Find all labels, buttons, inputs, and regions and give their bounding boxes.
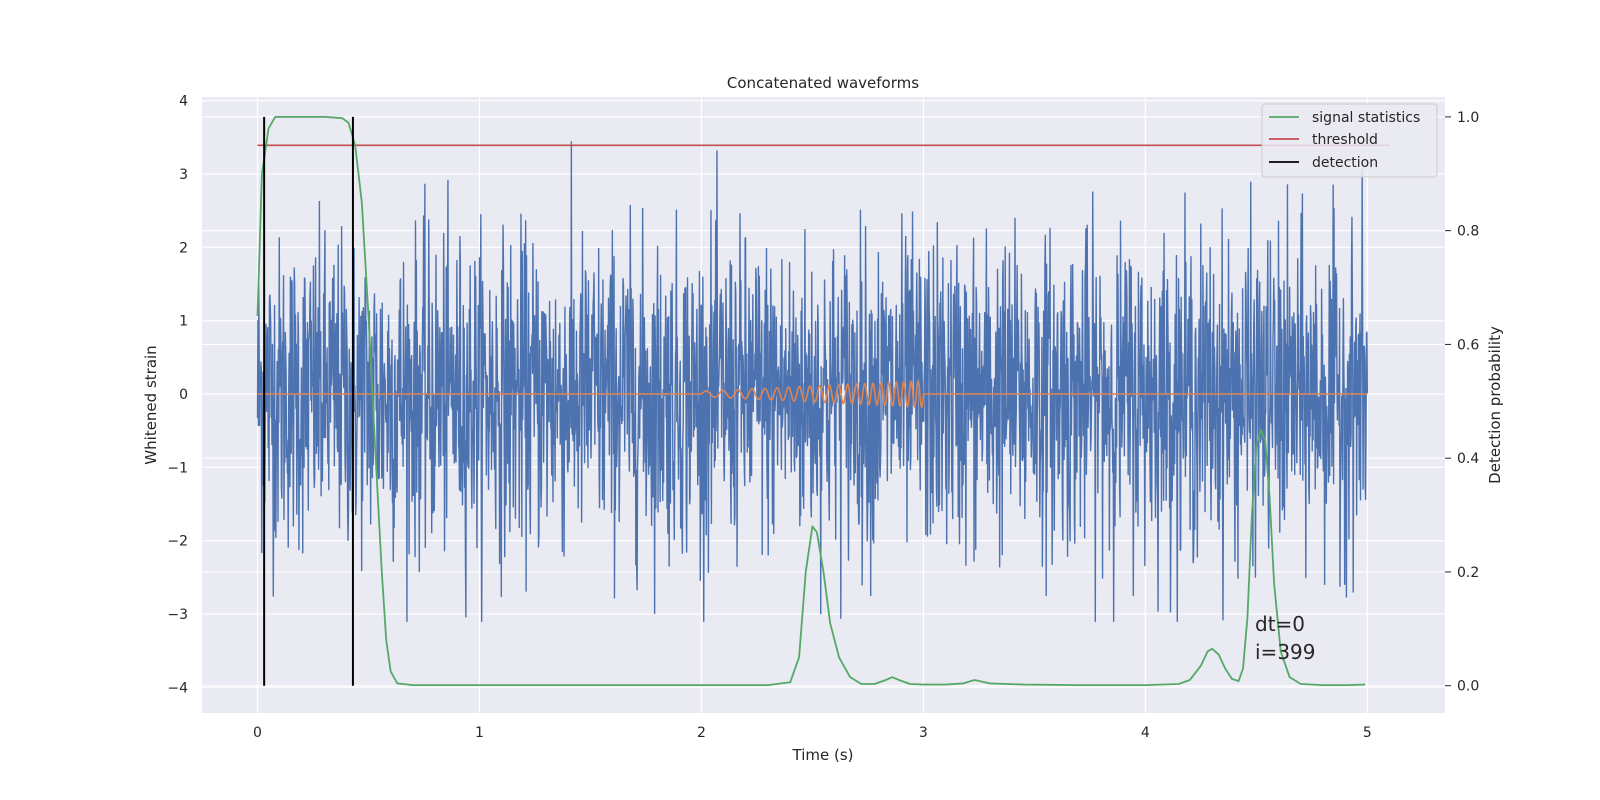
x-axis-label: Time (s) [792, 746, 854, 764]
chart-title: Concatenated waveforms [727, 74, 919, 92]
signal-statistics-series [256, 116, 1366, 687]
injected-waveform-series [257, 379, 1368, 408]
y-axis-right-label: Detection probability [1486, 326, 1504, 484]
y-tick-label: −3 [167, 607, 188, 623]
x-tick-label: 4 [1141, 725, 1150, 741]
plot-area [256, 116, 1390, 687]
noise-series [256, 141, 1369, 623]
x-tick-label: 0 [253, 725, 262, 741]
legend-box [1261, 103, 1438, 178]
x-tick-label: 2 [697, 725, 706, 741]
y-tick-label: −4 [167, 680, 188, 696]
legend-label-detection: detection [1312, 155, 1378, 171]
y-right-tick-label: 0.4 [1457, 451, 1479, 467]
legend-label-threshold: threshold [1312, 132, 1378, 148]
annotation-dt: dt=0 [1255, 612, 1305, 636]
y-right-tick-label: 1.0 [1457, 110, 1479, 126]
axes: 0 1 2 3 4 5 −4 −3 −2 −1 0 1 2 3 4 0.0 0.2 0.4 0.6 0.8 1.0 [167, 94, 1479, 741]
y-right-tick-label: 0.6 [1457, 337, 1479, 353]
y-tick-label: 1 [179, 314, 188, 330]
y-tick-label: 2 [179, 240, 188, 256]
annotation: dt=0 i=399 [1255, 612, 1316, 664]
x-tick-label: 3 [919, 725, 928, 741]
x-tick-label: 5 [1363, 725, 1372, 741]
legend-label-signal-statistics: signal statistics [1312, 110, 1420, 126]
y-right-tick-label: 0.8 [1457, 224, 1479, 240]
y-right-tick-label: 0.0 [1457, 679, 1479, 695]
annotation-i: i=399 [1255, 640, 1316, 664]
y-tick-label: −1 [167, 460, 188, 476]
y-tick-label: −2 [167, 534, 188, 550]
legend: signal statistics threshold detection [1261, 103, 1438, 178]
y-tick-label: 0 [179, 387, 188, 403]
y-axis-label: Whitened strain [142, 345, 160, 464]
x-tick-label: 1 [475, 725, 484, 741]
y-tick-label: 3 [179, 167, 188, 183]
y-tick-label: 4 [179, 94, 188, 110]
y-right-tick-label: 0.2 [1457, 565, 1479, 581]
